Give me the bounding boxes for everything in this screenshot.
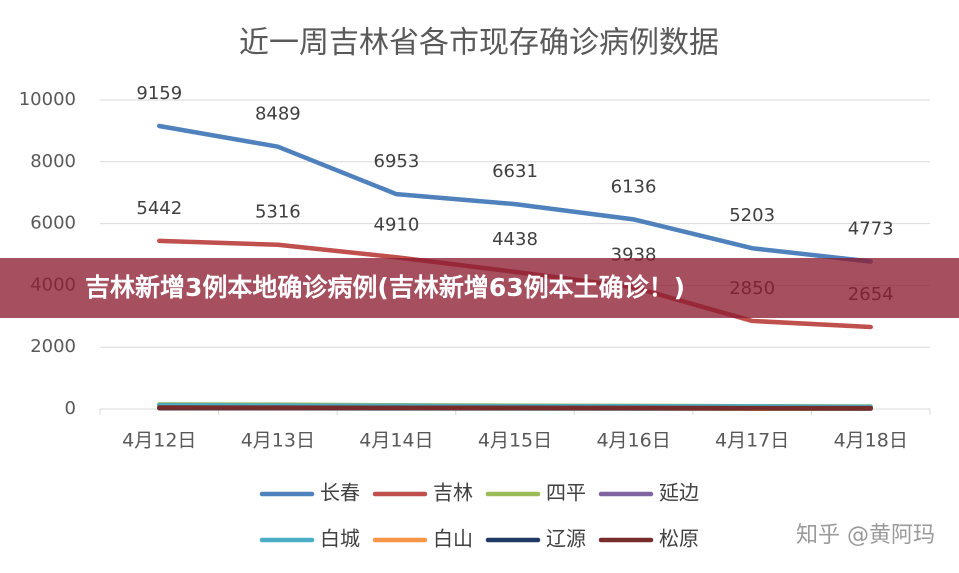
x-tick-label: 4月18日 bbox=[834, 430, 908, 452]
series-line bbox=[157, 123, 873, 264]
legend-label: 辽源 bbox=[546, 527, 586, 551]
y-tick-label: 6000 bbox=[30, 213, 76, 234]
x-tick-label: 4月14日 bbox=[359, 430, 433, 452]
x-tick-label: 4月15日 bbox=[478, 430, 552, 452]
legend-label: 吉林 bbox=[433, 481, 473, 505]
legend-label: 松原 bbox=[659, 527, 699, 551]
data-label: 4910 bbox=[374, 214, 420, 235]
banner bbox=[0, 258, 959, 318]
y-tick-label: 8000 bbox=[30, 151, 76, 172]
data-label: 4773 bbox=[848, 219, 894, 240]
data-label: 8489 bbox=[255, 104, 301, 125]
data-label: 6136 bbox=[611, 176, 657, 197]
data-label: 5316 bbox=[255, 202, 301, 223]
data-label: 6631 bbox=[492, 161, 538, 182]
x-tick-label: 4月12日 bbox=[122, 430, 196, 452]
x-tick-label: 4月16日 bbox=[596, 430, 670, 452]
legend-label: 长春 bbox=[320, 481, 360, 505]
data-label: 4438 bbox=[492, 229, 538, 250]
legend-label: 四平 bbox=[546, 481, 586, 505]
watermark: 知乎 @黄阿玛 bbox=[796, 523, 935, 548]
data-label: 5203 bbox=[729, 205, 775, 226]
legend-label: 延边 bbox=[659, 481, 699, 505]
banner-text: 吉林新增3例本地确诊病例(吉林新增63例本土确诊！) bbox=[85, 273, 685, 302]
y-tick-label: 0 bbox=[65, 398, 76, 419]
legend-label: 白山 bbox=[433, 527, 473, 551]
y-tick-label: 2000 bbox=[30, 336, 76, 357]
y-tick-label: 10000 bbox=[19, 89, 76, 110]
legend-label: 白城 bbox=[320, 527, 360, 551]
x-tick-label: 4月17日 bbox=[715, 430, 789, 452]
x-tick-label: 4月13日 bbox=[241, 430, 315, 452]
data-label: 9159 bbox=[136, 83, 182, 104]
data-label: 6953 bbox=[374, 151, 420, 172]
series-line bbox=[157, 405, 873, 411]
chart-title: 近一周吉林省各市现存确诊病例数据 bbox=[239, 26, 719, 61]
data-label: 5442 bbox=[136, 198, 182, 219]
